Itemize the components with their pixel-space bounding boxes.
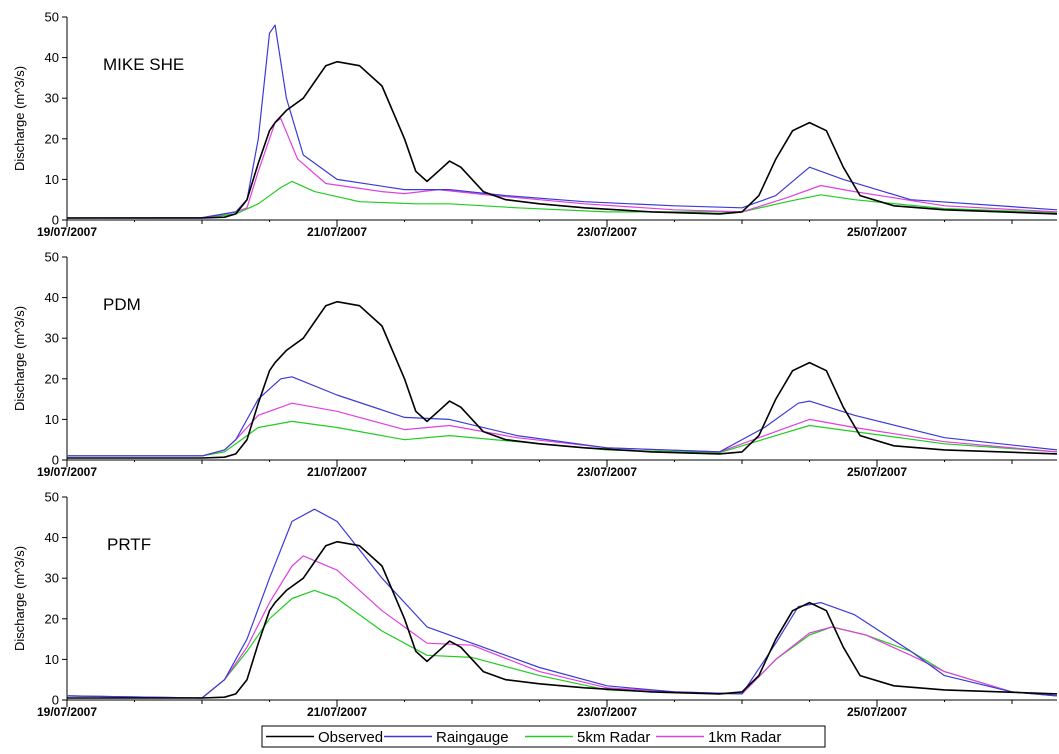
x-tick-label: 19/07/2007 — [37, 225, 97, 239]
series-line-5km-radar — [66, 589, 1058, 699]
series-line-raingauge — [66, 24, 1058, 219]
y-axis-label: Discharge (m^3/s) — [12, 546, 27, 651]
legend-label-1km-radar: 1km Radar — [708, 729, 781, 746]
y-axis-label: Discharge (m^3/s) — [12, 306, 27, 411]
y-tick-label: 10 — [45, 412, 59, 427]
series-line-observed — [67, 300, 1058, 459]
x-tick-label: 25/07/2007 — [847, 705, 907, 719]
y-tick-label: 10 — [45, 172, 59, 187]
series-line-5km-radar — [67, 420, 1058, 457]
y-tick-label: 50 — [45, 10, 59, 25]
y-tick-label: 40 — [45, 290, 59, 305]
y-tick-label: 30 — [45, 571, 59, 586]
legend-label-5km-radar: 5km Radar — [577, 729, 650, 746]
x-tick-label: 21/07/2007 — [307, 225, 367, 239]
y-tick-label: 0 — [52, 453, 59, 468]
panel-title: PDM — [103, 295, 141, 314]
x-tick-label: 19/07/2007 — [37, 465, 97, 479]
series-line-observed — [67, 60, 1058, 219]
x-tick-label: 25/07/2007 — [847, 465, 907, 479]
x-tick-label: 21/07/2007 — [307, 705, 367, 719]
y-tick-label: 40 — [45, 530, 59, 545]
panel-title: PRTF — [107, 535, 151, 554]
legend-label-raingauge: Raingauge — [436, 729, 509, 746]
series-line-raingauge — [67, 376, 1058, 457]
x-tick-label: 25/07/2007 — [847, 225, 907, 239]
y-tick-label: 30 — [45, 91, 59, 106]
y-tick-label: 0 — [52, 213, 59, 228]
y-tick-label: 20 — [45, 611, 59, 626]
x-tick-label: 23/07/2007 — [577, 705, 637, 719]
series-line-1km-radar — [67, 117, 1058, 219]
series-line-1km-radar — [67, 402, 1058, 457]
x-tick-label: 23/07/2007 — [577, 465, 637, 479]
series-line-raingauge — [66, 508, 1058, 699]
y-tick-label: 0 — [52, 693, 59, 708]
x-tick-label: 23/07/2007 — [577, 225, 637, 239]
y-tick-label: 50 — [45, 490, 59, 505]
y-tick-label: 20 — [45, 371, 59, 386]
y-tick-label: 40 — [45, 50, 59, 65]
y-tick-label: 30 — [45, 331, 59, 346]
x-tick-label: 21/07/2007 — [307, 465, 367, 479]
y-tick-label: 50 — [45, 250, 59, 265]
legend-label-observed: Observed — [318, 729, 383, 746]
series-line-observed — [67, 540, 1058, 699]
y-tick-label: 10 — [45, 652, 59, 667]
x-tick-label: 19/07/2007 — [37, 705, 97, 719]
panel-title: MIKE SHE — [103, 55, 184, 74]
series-line-5km-radar — [67, 180, 1058, 219]
series-line-1km-radar — [66, 555, 1058, 699]
y-tick-label: 20 — [45, 131, 59, 146]
y-axis-label: Discharge (m^3/s) — [12, 66, 27, 171]
